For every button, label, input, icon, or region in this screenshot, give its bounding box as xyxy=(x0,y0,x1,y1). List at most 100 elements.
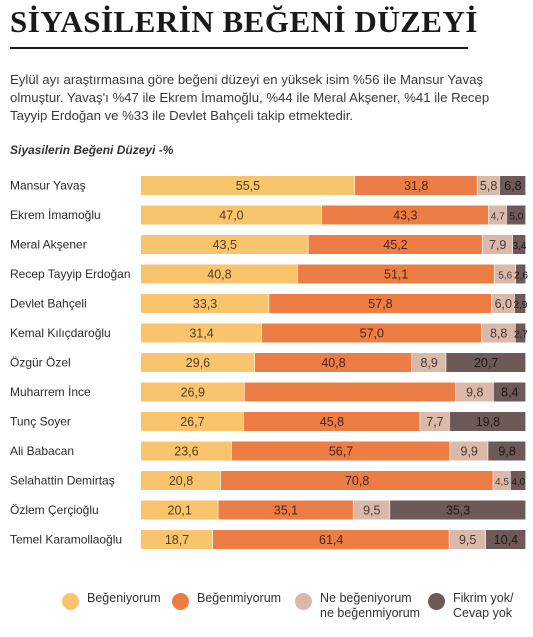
category-label-tunc-soyer: Tunç Soyer xyxy=(10,415,71,429)
legend-item-begeniyorum: Beğeniyorum xyxy=(62,591,161,610)
data-label-ne-begeniyorum-ne-begenmiyorum-ali-babacan: 9,9 xyxy=(461,445,478,459)
bar-ne-begeniyorum-ne-begenmiyorum-muharrem-ince xyxy=(455,382,494,402)
bar-begenmiyorum-ozlem-cercioglu xyxy=(218,500,353,520)
bar-ne-begeniyorum-ne-begenmiyorum-recep-tayyip-erdogan xyxy=(494,264,516,284)
legend-item-ne-begeniyorum: Ne beğeniyorum ne beğenmiyorum xyxy=(295,591,420,621)
category-label-ozgur-ozel: Özgür Özel xyxy=(10,356,71,370)
data-label-begeniyorum-meral-aksener: 43,5 xyxy=(213,238,237,252)
data-label-begenmiyorum-ekrem-imamoglu: 43,3 xyxy=(393,209,417,223)
bar-fikrim-yok-cevap-yok-kemal-kilicdaroglu xyxy=(515,323,526,343)
data-label-begeniyorum-ozgur-ozel: 29,6 xyxy=(186,356,210,370)
bar-begenmiyorum-recep-tayyip-erdogan xyxy=(297,264,494,284)
data-label-ne-begeniyorum-ne-begenmiyorum-devlet-bahceli: 6,0 xyxy=(495,297,512,311)
data-label-begenmiyorum-recep-tayyip-erdogan: 51,1 xyxy=(384,268,408,282)
data-label-begenmiyorum-tunc-soyer: 45,8 xyxy=(320,415,344,429)
bar-fikrim-yok-cevap-yok-tunc-soyer xyxy=(449,412,526,431)
bar-ne-begeniyorum-ne-begenmiyorum-ozgur-ozel xyxy=(412,353,446,372)
bar-begenmiyorum-kemal-kilicdaroglu xyxy=(262,323,482,343)
category-label-temel-karamollaoglu: Temel Karamollaoğlu xyxy=(10,533,122,547)
data-label-fikrim-yok-cevap-yok-ozlem-cercioglu: 35,3 xyxy=(446,504,470,518)
data-label-begeniyorum-ali-babacan: 23,6 xyxy=(174,445,198,459)
bar-begeniyorum-muharrem-ince xyxy=(141,382,244,402)
bar-begenmiyorum-muharrem-ince xyxy=(244,382,456,402)
bar-begeniyorum-ozgur-ozel xyxy=(141,353,255,372)
data-label-ne-begeniyorum-ne-begenmiyorum-ozlem-cercioglu: 9,5 xyxy=(363,504,380,518)
data-label-ne-begeniyorum-ne-begenmiyorum-selahattin-demirtas: 4,5 xyxy=(495,477,509,488)
bar-begeniyorum-ali-babacan xyxy=(141,441,232,461)
chart-legend: Beğeniyorum Beğenmiyorum Ne beğeniyorum … xyxy=(0,588,533,633)
bar-begenmiyorum-mansur-yavas xyxy=(354,176,477,195)
category-label-selahattin-demirtas: Selahattin Demirtaş xyxy=(10,474,115,488)
data-label-begeniyorum-mansur-yavas: 55,5 xyxy=(236,179,260,193)
bar-begeniyorum-recep-tayyip-erdogan xyxy=(141,264,298,284)
data-label-begeniyorum-tunc-soyer: 26,7 xyxy=(180,415,204,429)
intro-paragraph: Eylül ayı araştırmasına göre beğeni düze… xyxy=(10,72,490,123)
data-label-fikrim-yok-cevap-yok-ali-babacan: 9,8 xyxy=(498,445,515,459)
bar-ne-begeniyorum-ne-begenmiyorum-tunc-soyer xyxy=(420,412,450,431)
data-label-fikrim-yok-cevap-yok-ekrem-imamoglu: 5,0 xyxy=(509,212,523,223)
bar-begenmiyorum-temel-karamollaoglu xyxy=(213,530,449,549)
bar-begenmiyorum-ekrem-imamoglu xyxy=(321,205,489,225)
page-title: SİYASİLERİN BEĞENİ DÜZEYİ xyxy=(10,4,478,39)
bar-ne-begeniyorum-ne-begenmiyorum-selahattin-demirtas xyxy=(493,471,511,490)
category-label-recep-tayyip-erdogan: Recep Tayyip Erdoğan xyxy=(10,267,131,281)
legend-swatch xyxy=(172,593,189,610)
data-label-fikrim-yok-cevap-yok-meral-aksener: 3,4 xyxy=(512,241,526,252)
legend-label: Beğeniyorum xyxy=(87,591,161,605)
bar-begenmiyorum-tunc-soyer xyxy=(243,412,420,431)
bar-fikrim-yok-cevap-yok-ozgur-ozel xyxy=(446,353,526,372)
data-label-begeniyorum-ekrem-imamoglu: 47,0 xyxy=(219,209,243,223)
bar-begeniyorum-tunc-soyer xyxy=(141,412,244,431)
stacked-bar-chart: Mansur Yavaş 55,5 31,8 5,8 6,8 Ekrem İmamoğlu… xyxy=(10,176,528,549)
bar-fikrim-yok-cevap-yok-recep-tayyip-erdogan xyxy=(516,264,526,284)
legend-swatch xyxy=(428,593,445,610)
data-label-begenmiyorum-kemal-kilicdaroglu: 57,0 xyxy=(360,327,384,341)
bar-ne-begeniyorum-ne-begenmiyorum-mansur-yavas xyxy=(477,176,500,195)
category-label-ekrem-imamoglu: Ekrem İmamoğlu xyxy=(10,208,101,222)
data-label-ne-begeniyorum-ne-begenmiyorum-tunc-soyer: 7,7 xyxy=(426,415,443,429)
data-label-begeniyorum-devlet-bahceli: 33,3 xyxy=(193,297,217,311)
data-label-begenmiyorum-ozgur-ozel: 40,8 xyxy=(321,356,345,370)
bar-begeniyorum-selahattin-demirtas xyxy=(141,471,221,490)
bar-begenmiyorum-devlet-bahceli xyxy=(269,294,492,313)
data-label-begeniyorum-kemal-kilicdaroglu: 31,4 xyxy=(189,327,213,341)
data-label-fikrim-yok-cevap-yok-mansur-yavas: 6,8 xyxy=(504,179,521,193)
data-label-begeniyorum-recep-tayyip-erdogan: 40,8 xyxy=(207,268,231,282)
bar-begeniyorum-ozlem-cercioglu xyxy=(141,500,218,520)
title-divider xyxy=(10,47,468,49)
bar-begenmiyorum-meral-aksener xyxy=(308,235,482,254)
data-label-fikrim-yok-cevap-yok-selahattin-demirtas: 4,0 xyxy=(511,477,525,488)
legend-label: Beğenmiyorum xyxy=(197,591,282,605)
data-label-fikrim-yok-cevap-yok-temel-karamollaoglu: 10,4 xyxy=(494,533,518,547)
legend-label: Fikrim yok/ Cevap yok xyxy=(453,591,514,620)
bar-begenmiyorum-selahattin-demirtas xyxy=(221,471,493,490)
data-label-begenmiyorum-ozlem-cercioglu: 35,1 xyxy=(274,504,298,518)
data-label-fikrim-yok-cevap-yok-muharrem-ince: 8,4 xyxy=(501,386,518,400)
bar-begeniyorum-ekrem-imamoglu xyxy=(141,205,322,225)
data-label-ne-begeniyorum-ne-begenmiyorum-temel-karamollaoglu: 9,5 xyxy=(459,533,476,547)
bar-begeniyorum-meral-aksener xyxy=(141,235,308,254)
bar-fikrim-yok-cevap-yok-mansur-yavas xyxy=(499,176,526,195)
bar-fikrim-yok-cevap-yok-muharrem-ince xyxy=(493,382,526,402)
legend-item-fikrim-yok: Fikrim yok/ Cevap yok xyxy=(428,591,513,621)
data-label-begenmiyorum-meral-aksener: 45,2 xyxy=(383,238,407,252)
data-label-begenmiyorum-temel-karamollaoglu: 61,4 xyxy=(319,533,343,547)
data-label-fikrim-yok-cevap-yok-tunc-soyer: 19,8 xyxy=(476,415,500,429)
category-label-meral-aksener: Meral Akşener xyxy=(10,238,87,252)
category-label-ali-babacan: Ali Babacan xyxy=(10,444,74,458)
legend-swatch xyxy=(295,593,312,610)
data-label-ne-begeniyorum-ne-begenmiyorum-ekrem-imamoglu: 4,7 xyxy=(491,212,505,223)
chart-subtitle: Siyasilerin Beğeni Düzeyi -% xyxy=(10,143,174,157)
data-label-begeniyorum-muharrem-ince: 26,9 xyxy=(181,386,205,400)
bar-ne-begeniyorum-ne-begenmiyorum-kemal-kilicdaroglu xyxy=(481,323,515,343)
bar-fikrim-yok-cevap-yok-meral-aksener xyxy=(512,235,526,254)
data-label-fikrim-yok-cevap-yok-kemal-kilicdaroglu: 2,7 xyxy=(514,330,528,341)
bar-fikrim-yok-cevap-yok-ekrem-imamoglu xyxy=(506,205,526,225)
category-label-muharrem-ince: Muharrem İnce xyxy=(10,385,91,399)
bar-ne-begeniyorum-ne-begenmiyorum-ozlem-cercioglu xyxy=(353,500,390,520)
bar-fikrim-yok-cevap-yok-selahattin-demirtas xyxy=(510,471,526,490)
data-label-begeniyorum-ozlem-cercioglu: 20,1 xyxy=(168,504,192,518)
bar-begeniyorum-mansur-yavas xyxy=(141,176,355,195)
data-label-begeniyorum-selahattin-demirtas: 20,8 xyxy=(169,474,193,488)
bar-begeniyorum-kemal-kilicdaroglu xyxy=(141,323,262,343)
